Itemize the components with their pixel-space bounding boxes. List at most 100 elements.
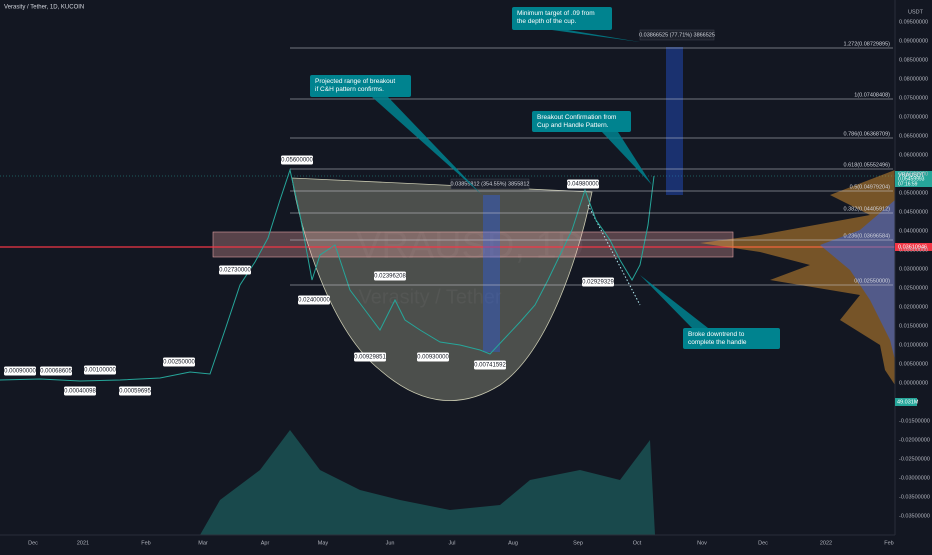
volume-profile <box>700 170 895 385</box>
callout-box <box>310 75 411 97</box>
price-tick-label: 0.02000000 <box>899 304 928 310</box>
price-tick-label: -0.01500000 <box>899 418 930 424</box>
price-label: 0.02730000 <box>219 268 251 274</box>
callout-pointer <box>640 275 708 328</box>
price-tick-label: -0.03000000 <box>899 475 930 481</box>
price-label-box <box>163 357 195 367</box>
fib-label: 0.786(0.06368709) <box>844 131 891 137</box>
price-tick-label: 0.01000000 <box>899 342 928 348</box>
price-label: 0.05600000 <box>281 158 313 164</box>
callout-text: Broke downtrend to <box>688 331 745 338</box>
price-tick-label: 0.08500000 <box>899 57 928 63</box>
red-level: 0.03610946 <box>898 244 927 250</box>
time-tick-label: Mar <box>198 540 208 546</box>
time-tick-label: Oct <box>633 540 642 546</box>
last-price: 0.05459993 <box>898 176 925 182</box>
price-tick-label: -0.02000000 <box>899 437 930 443</box>
callout-text: Cup and Handle Pattern. <box>537 122 609 129</box>
last-price-badge <box>895 171 932 187</box>
price-tick-label: 0.02500000 <box>899 285 928 291</box>
price-label-box <box>40 366 72 376</box>
price-label-box <box>374 271 406 281</box>
price-tick-label: 0.09500000 <box>899 19 928 25</box>
price-label-box <box>84 365 116 375</box>
price-label-box <box>417 352 449 362</box>
time-tick-label: Jul <box>448 540 455 546</box>
callout-pointer <box>552 30 640 42</box>
price-label: 0.00929851 <box>354 355 386 361</box>
time-tick-label: Feb <box>884 540 893 546</box>
time-tick-label: Feb <box>141 540 150 546</box>
time-tick-label: Aug <box>508 540 518 546</box>
resistance-band <box>212 231 734 258</box>
fib-label: 0.5(0.04979204) <box>850 184 891 190</box>
price-tick-label: 0.06000000 <box>899 152 928 158</box>
price-tick-label: 0.06500000 <box>899 133 928 139</box>
price-label-box <box>567 179 599 189</box>
measure-label: 0.03855812 (354.55%) 3855812 <box>451 181 530 187</box>
callout-box <box>512 7 612 30</box>
currency: USDT <box>908 9 924 15</box>
price-tick-label: -0.03500000 <box>899 494 930 500</box>
volume-value: 49.031M <box>897 399 919 405</box>
callout-text: if C&H pattern confirms. <box>315 86 384 93</box>
price-label-box <box>298 295 330 305</box>
fib-label: 0.236(0.03696584) <box>844 233 891 239</box>
price-label-box <box>474 360 506 370</box>
time-tick-label: May <box>318 540 329 546</box>
time-tick-label: Apr <box>261 540 270 546</box>
countdown: 07:16:59 <box>898 181 918 187</box>
price-label: 0.00250000 <box>163 360 195 366</box>
red-level-badge <box>895 243 932 251</box>
time-tick-label: Dec <box>28 540 38 546</box>
price-label: 0.04980000 <box>567 182 599 188</box>
price-label: 0.02929329 <box>582 280 614 286</box>
price-label-box <box>119 386 151 396</box>
price-tick-label: 0.05500000 <box>899 171 928 177</box>
volume-area <box>200 430 655 535</box>
callout-text: complete the handle <box>688 339 747 346</box>
callout-pointer <box>372 97 482 195</box>
symbol-badge: VRAUSDT <box>898 172 925 178</box>
callout-box <box>683 328 780 349</box>
price-label: 0.02400000 <box>298 298 330 304</box>
price-tick-label: 0.09000000 <box>899 38 928 44</box>
price-label-box <box>354 352 386 362</box>
price-tick-label: 0.00000000 <box>899 380 928 386</box>
price-label-box <box>281 155 313 165</box>
fib-label: 1.272(0.08729895) <box>844 41 891 47</box>
fib-label: 0.618(0.05552496) <box>844 162 891 168</box>
price-tick-label: 0.03000000 <box>899 266 928 272</box>
price-tick-label: 0.07500000 <box>899 95 928 101</box>
chart-title: Verasity / Tether, 1D, KUCOIN <box>4 5 84 11</box>
time-tick-label: 2021 <box>77 540 89 546</box>
cup-shape <box>291 177 593 402</box>
fib-label: 1(0.07408408) <box>854 92 890 98</box>
volume-badge <box>895 398 917 406</box>
price-tick-label: 0.04500000 <box>899 209 928 215</box>
price-label: 0.00090000 <box>4 369 36 375</box>
price-tick-label: 0.01500000 <box>899 323 928 329</box>
callout-box <box>532 111 631 132</box>
price-label-box <box>582 277 614 287</box>
price-tick-label: 0.08000000 <box>899 76 928 82</box>
price-label: 0.02396208 <box>374 274 406 280</box>
time-tick-label: Sep <box>573 540 583 546</box>
time-tick-label: Jun <box>386 540 395 546</box>
fib-label: 0.382(0.04405912) <box>844 206 891 212</box>
price-label: 0.00040098 <box>64 389 96 395</box>
fib-label: 0(0.02550000) <box>854 278 890 284</box>
price-label-box <box>4 366 36 376</box>
price-tick-label: 0.07000000 <box>899 114 928 120</box>
callout-text: the depth of the cup. <box>517 18 576 25</box>
callout-text: Minimum target of .09 from <box>517 10 595 17</box>
price-label: 0.00100000 <box>84 368 116 374</box>
measure-label: 0.03866525 (77.71%) 3866525 <box>639 32 715 38</box>
measure-box <box>450 178 530 190</box>
price-label: 0.00059695 <box>119 389 151 395</box>
range-box <box>483 195 500 352</box>
measure-box <box>639 29 715 41</box>
target-box <box>666 47 683 195</box>
